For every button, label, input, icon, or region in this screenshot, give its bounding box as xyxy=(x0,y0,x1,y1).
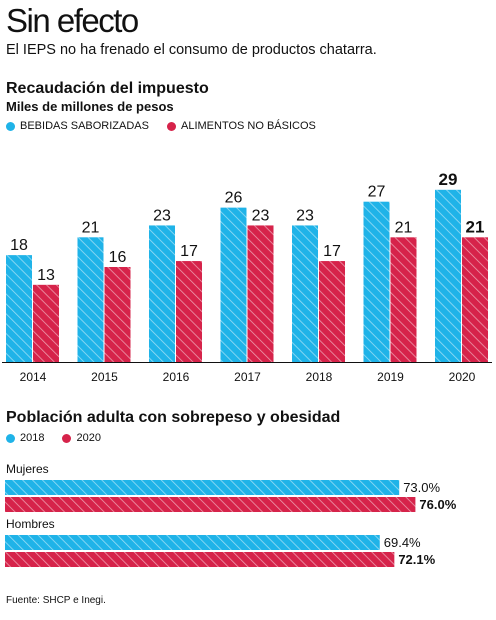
value-label-foods-2017: 23 xyxy=(252,207,270,224)
value-label-beverages-2019: 27 xyxy=(368,184,386,201)
legend-swatch-beverages xyxy=(6,121,15,131)
bar-hatch-foods-2016 xyxy=(176,261,202,362)
category-label-2020: 2020 xyxy=(449,370,476,384)
value-label-foods-2015: 16 xyxy=(109,249,127,266)
legend-item-beverages: BEBIDAS SABORIZADAS xyxy=(6,119,149,133)
category-label-mujeres: Mujeres xyxy=(6,462,49,476)
value-label-beverages-2020: 29 xyxy=(439,170,458,189)
revenue-chart-title: Recaudación del impuesto xyxy=(6,80,209,97)
category-label-hombres: Hombres xyxy=(6,517,55,531)
bar-hatch-foods-2020 xyxy=(462,237,488,362)
value-label-beverages-2017: 26 xyxy=(225,190,243,207)
bar-hatch-beverages-2015 xyxy=(77,237,104,362)
legend-label-2020: 2020 xyxy=(76,432,101,444)
value-label-mujeres-2018: 73.0% xyxy=(403,480,440,495)
hbar-hatch-mujeres-2020 xyxy=(5,497,416,512)
obesity-bar-chart: Mujeres 73.0% 76.0% Hombres 69.4% 72.1% xyxy=(5,462,457,567)
value-label-foods-2014: 13 xyxy=(37,267,55,284)
revenue-legend: BEBIDAS SABORIZADAS ALIMENTOS NO BÁSICOS xyxy=(6,119,334,133)
value-label-foods-2020: 21 xyxy=(466,217,485,236)
category-label-2017: 2017 xyxy=(234,370,261,384)
value-label-hombres-2018: 69.4% xyxy=(384,535,421,550)
legend-item-2020: 2020 xyxy=(62,431,101,445)
value-label-foods-2019: 21 xyxy=(395,219,413,236)
page-title: Sin efecto xyxy=(6,2,139,39)
obesity-legend: 2018 2020 xyxy=(6,431,119,445)
page-subtitle: El IEPS no ha frenado el consumo de prod… xyxy=(6,42,377,58)
bar-hatch-beverages-2017 xyxy=(220,207,247,362)
bar-hatch-foods-2014 xyxy=(33,284,59,362)
bar-hatch-beverages-2014 xyxy=(6,255,32,362)
hbar-hatch-mujeres-2018 xyxy=(5,480,400,495)
category-label-2019: 2019 xyxy=(377,370,404,384)
bar-hatch-foods-2019 xyxy=(390,237,417,362)
value-label-beverages-2015: 21 xyxy=(82,219,100,236)
legend-swatch-2018 xyxy=(6,433,15,443)
value-label-hombres-2020: 72.1% xyxy=(398,552,435,567)
bar-hatch-beverages-2016 xyxy=(149,225,175,362)
source-note: Fuente: SHCP e Inegi. xyxy=(6,595,106,606)
bar-hatch-foods-2015 xyxy=(104,267,131,362)
legend-label-foods: ALIMENTOS NO BÁSICOS xyxy=(180,120,316,132)
bar-hatch-beverages-2018 xyxy=(292,225,318,362)
legend-label-beverages: BEBIDAS SABORIZADAS xyxy=(20,120,149,132)
legend-item-foods: ALIMENTOS NO BÁSICOS xyxy=(166,119,316,133)
value-label-beverages-2018: 23 xyxy=(296,207,314,224)
obesity-chart-title: Población adulta con sobrepeso y obesida… xyxy=(6,409,341,426)
bar-hatch-foods-2018 xyxy=(319,261,345,362)
legend-swatch-2020 xyxy=(62,433,72,443)
legend-swatch-foods xyxy=(166,121,176,131)
revenue-chart-units: Miles de millones de pesos xyxy=(6,99,174,114)
bar-hatch-foods-2017 xyxy=(247,225,274,362)
hbar-hatch-hombres-2018 xyxy=(5,535,380,550)
value-label-beverages-2014: 18 xyxy=(10,237,28,254)
value-label-mujeres-2020: 76.0% xyxy=(419,497,456,512)
category-label-2018: 2018 xyxy=(306,370,333,384)
value-label-foods-2016: 17 xyxy=(180,243,198,260)
hbar-hatch-hombres-2020 xyxy=(5,552,395,567)
category-label-2016: 2016 xyxy=(163,370,190,384)
value-label-beverages-2016: 23 xyxy=(153,207,171,224)
value-label-foods-2018: 17 xyxy=(323,243,341,260)
category-label-2015: 2015 xyxy=(91,370,118,384)
bar-hatch-beverages-2020 xyxy=(435,189,461,362)
legend-item-2018: 2018 xyxy=(6,431,44,445)
bar-hatch-beverages-2019 xyxy=(363,201,390,362)
legend-label-2018: 2018 xyxy=(20,432,45,444)
category-label-2014: 2014 xyxy=(20,370,47,384)
revenue-bar-chart: 18 13 2014 21 16 2015 23 17 2016 26 23 2017 23 17 2018… xyxy=(2,170,492,384)
